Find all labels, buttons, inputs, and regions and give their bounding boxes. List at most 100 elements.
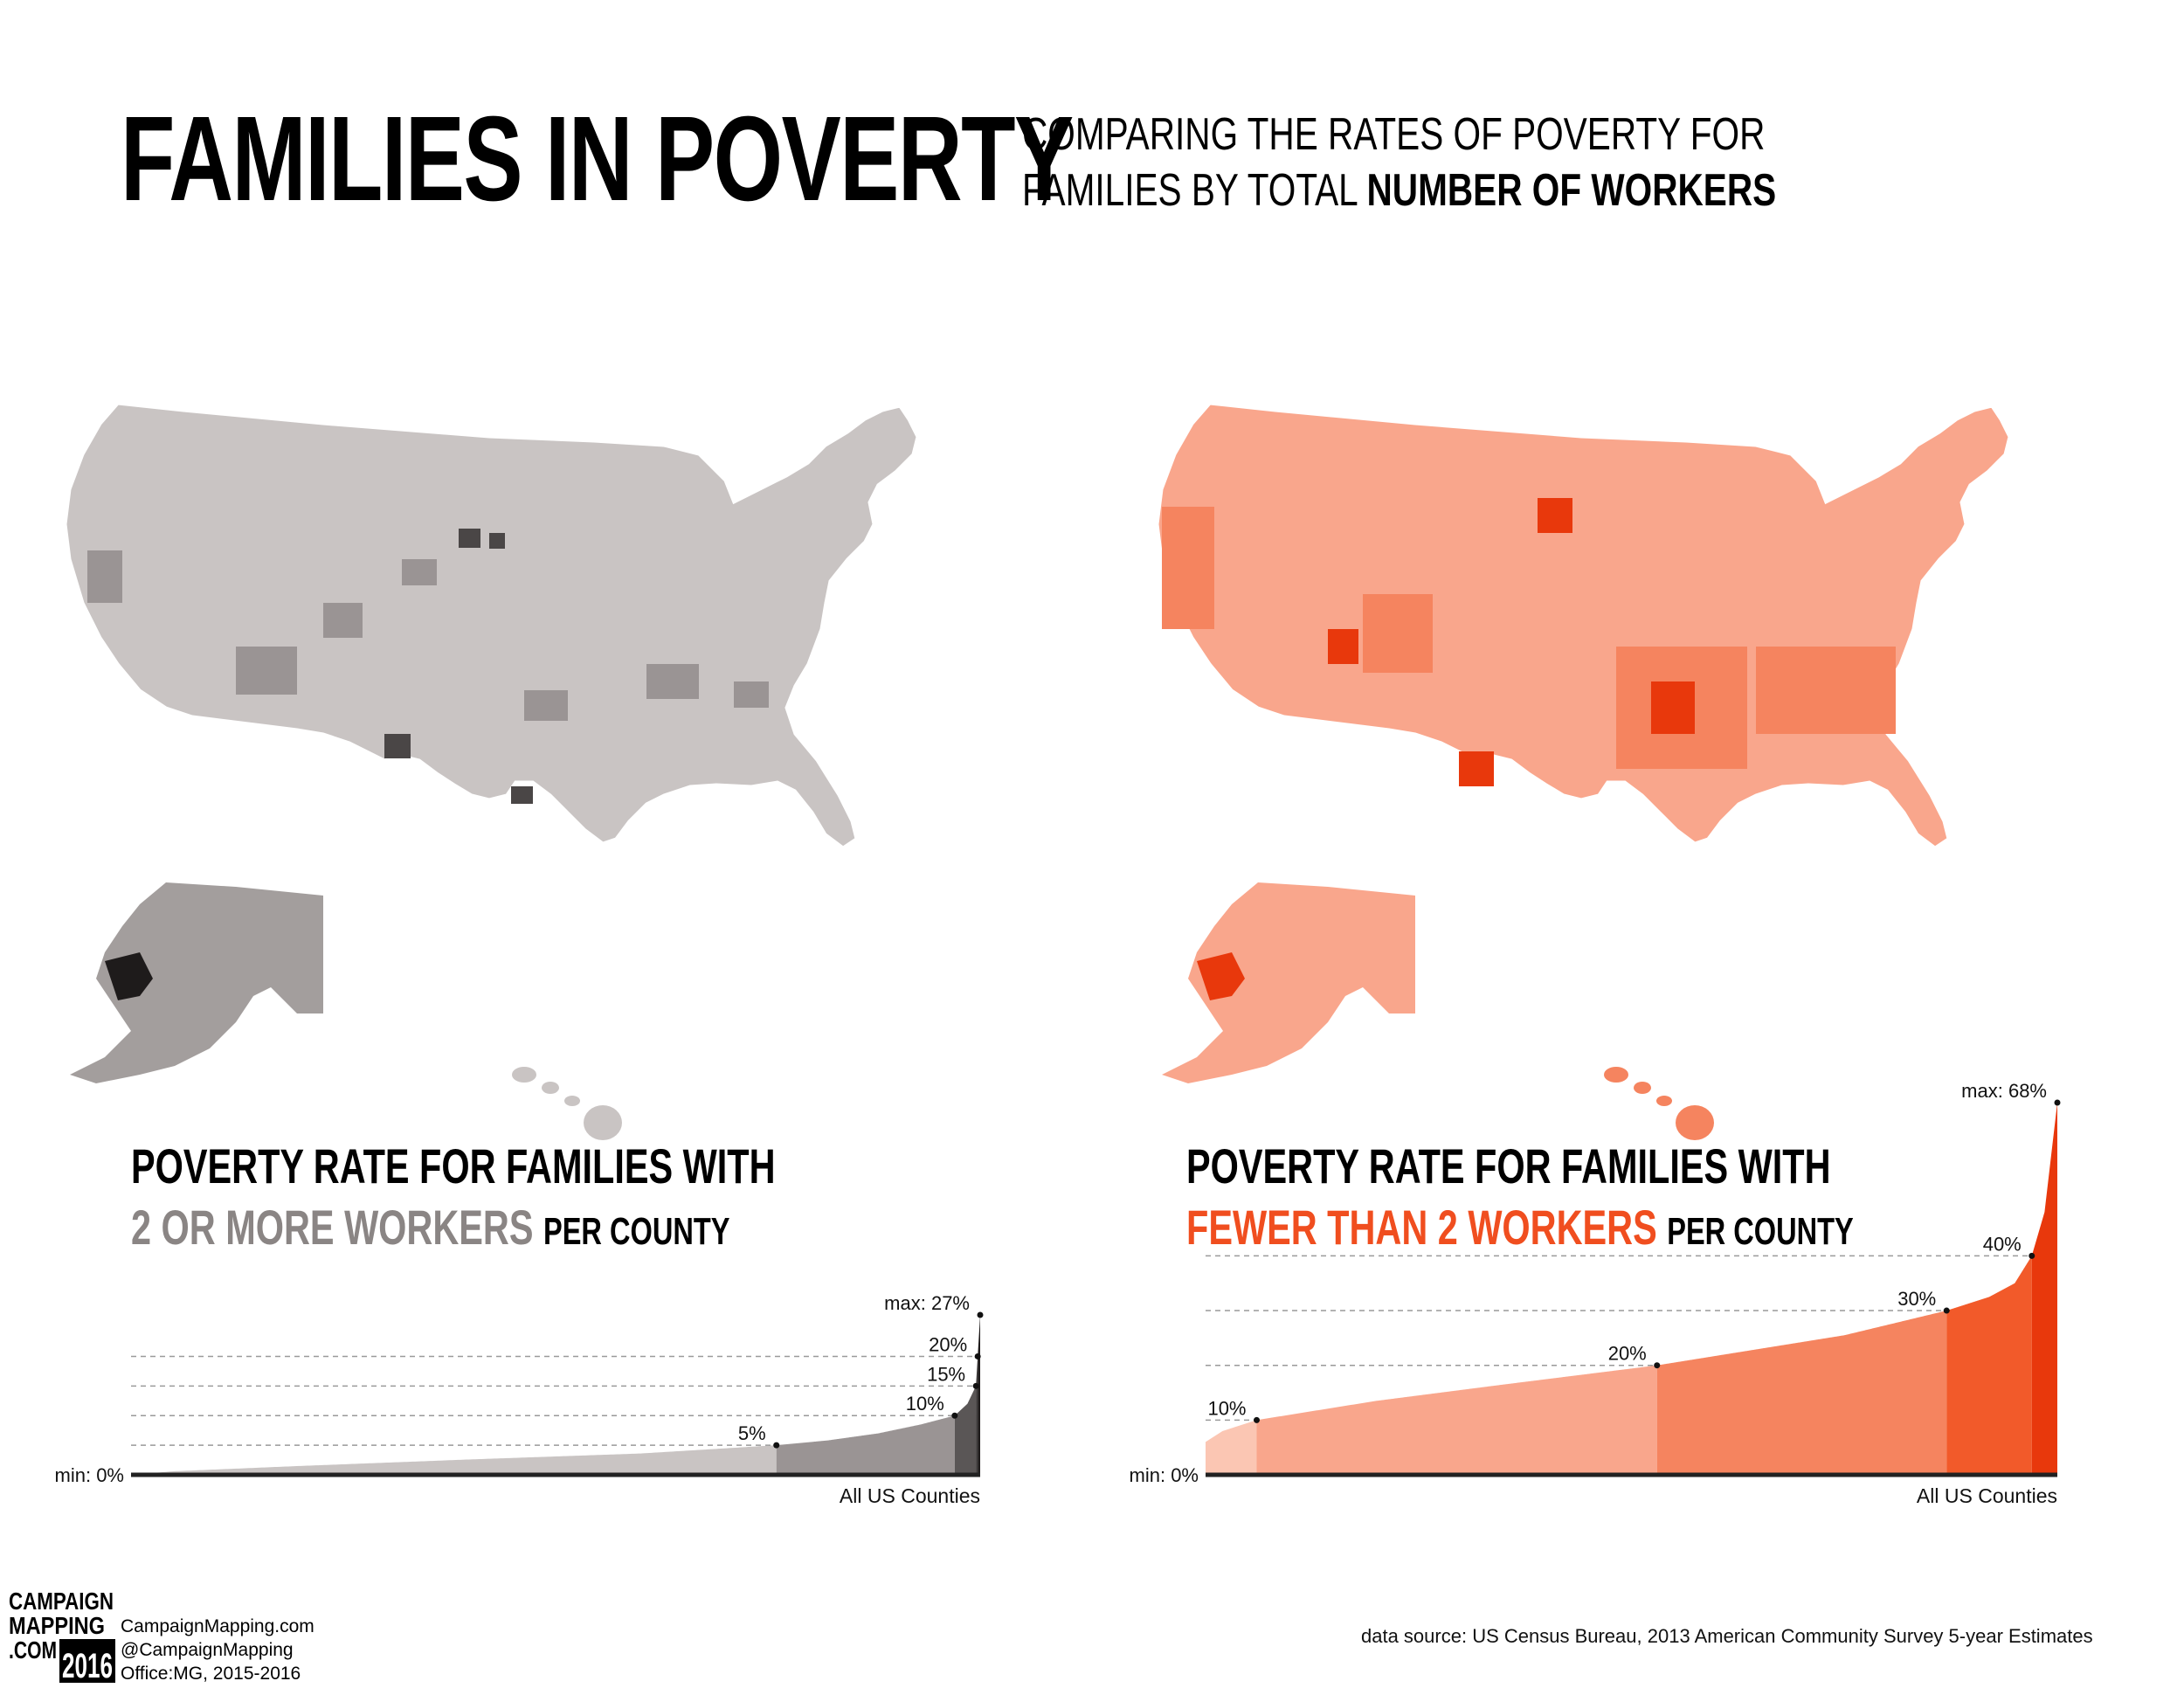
logo-line-2: MAPPING bbox=[9, 1612, 105, 1639]
marker-label: max: 68% bbox=[1961, 1080, 2047, 1102]
curve-band-3 bbox=[954, 1386, 977, 1475]
map-shading-dark-orange bbox=[1328, 498, 1695, 786]
min-label: min: 0% bbox=[1130, 1464, 1199, 1486]
map-shade bbox=[87, 550, 122, 603]
map-shade bbox=[1459, 751, 1494, 786]
map-island bbox=[1656, 1096, 1672, 1106]
logo-line-1: CAMPAIGN bbox=[9, 1588, 114, 1615]
curve-band-4 bbox=[1946, 1256, 2032, 1475]
left-heading-suffix: PER COUNTY bbox=[543, 1210, 730, 1253]
subtitle: COMPARING THE RATES OF POVERTY FOR FAMIL… bbox=[1022, 107, 1776, 218]
distribution-chart-fewer-than-two-workers: min: 0% 10% 20% 30% 40% max: 68% All US Counti… bbox=[1130, 1080, 2061, 1507]
right-panel-heading: POVERTY RATE FOR FAMILIES WITH FEWER THA… bbox=[1186, 1136, 1854, 1263]
map-lower-48 bbox=[64, 402, 919, 849]
left-heading-line-1: POVERTY RATE FOR FAMILIES WITH bbox=[131, 1138, 776, 1193]
campaign-mapping-logo: CAMPAIGN MAPPING .COM 2016 bbox=[9, 1588, 115, 1683]
map-shading-orange bbox=[1162, 507, 1896, 769]
marker-label: 10% bbox=[1207, 1397, 1246, 1419]
x-axis-label: All US Counties bbox=[840, 1484, 980, 1507]
subtitle-plain: FAMILIES BY TOTAL bbox=[1022, 165, 1367, 216]
map-shade bbox=[1538, 498, 1572, 533]
right-heading-line-2: FEWER THAN 2 WORKERS PER COUNTY bbox=[1186, 1197, 1854, 1263]
marker-label: 20% bbox=[929, 1333, 967, 1355]
curve-band-5 bbox=[2031, 1103, 2057, 1475]
marker-dot bbox=[977, 1311, 984, 1318]
map-shade bbox=[489, 533, 505, 549]
marker-dot bbox=[1654, 1362, 1661, 1369]
curve-band-5 bbox=[978, 1315, 980, 1475]
credits: CampaignMapping.com @CampaignMapping Off… bbox=[121, 1615, 314, 1685]
marker-label: 5% bbox=[738, 1422, 766, 1444]
map-alaska bbox=[70, 882, 323, 1083]
map-island bbox=[1604, 1067, 1628, 1083]
map-shade bbox=[646, 664, 699, 699]
map-alaska-dark bbox=[1197, 952, 1245, 1000]
map-island bbox=[542, 1082, 559, 1094]
marker-label: max: 27% bbox=[884, 1292, 970, 1314]
map-shade bbox=[402, 559, 437, 585]
logo-year-box bbox=[59, 1639, 115, 1683]
map-shading-gray bbox=[87, 550, 769, 721]
marker-label: 30% bbox=[1897, 1288, 1936, 1310]
map-shade bbox=[236, 647, 297, 695]
logo-line-3: .COM bbox=[9, 1636, 57, 1664]
curve-band-2 bbox=[1256, 1365, 1657, 1475]
marker-label: 20% bbox=[1608, 1343, 1647, 1365]
map-shade bbox=[1651, 681, 1695, 734]
us-map-fewer-than-two-workers bbox=[1156, 402, 2011, 1140]
curve-band-4 bbox=[976, 1356, 978, 1475]
marker-dot bbox=[974, 1352, 981, 1359]
map-island bbox=[512, 1067, 536, 1083]
marker-dot bbox=[1943, 1307, 1950, 1314]
credit-office: Office:MG, 2015-2016 bbox=[121, 1664, 301, 1684]
map-shade bbox=[1328, 629, 1358, 664]
map-island bbox=[1676, 1105, 1714, 1140]
credit-handle: @CampaignMapping bbox=[121, 1640, 294, 1660]
marker-dot bbox=[951, 1412, 958, 1419]
map-lower-48-shape bbox=[64, 402, 919, 849]
subtitle-bold: NUMBER OF WORKERS bbox=[1366, 165, 1777, 216]
right-heading-accent: FEWER THAN 2 WORKERS bbox=[1186, 1200, 1657, 1255]
min-label: min: 0% bbox=[55, 1464, 124, 1486]
map-shading-dark bbox=[384, 529, 533, 804]
marker-dot bbox=[773, 1442, 780, 1449]
map-alaska bbox=[1162, 882, 1415, 1083]
map-island bbox=[584, 1105, 622, 1140]
marker-label: 15% bbox=[927, 1363, 965, 1385]
left-heading-line-2: 2 OR MORE WORKERS PER COUNTY bbox=[131, 1197, 776, 1263]
right-heading-line-1: POVERTY RATE FOR FAMILIES WITH bbox=[1186, 1138, 1831, 1193]
map-island bbox=[564, 1096, 580, 1106]
map-shade bbox=[323, 603, 363, 638]
marker-label: 10% bbox=[906, 1393, 944, 1415]
curve-band-1 bbox=[1206, 1420, 1257, 1475]
left-heading-accent: 2 OR MORE WORKERS bbox=[131, 1200, 534, 1255]
marker-dot bbox=[2028, 1252, 2035, 1259]
data-source: data source: US Census Bureau, 2013 Amer… bbox=[1361, 1625, 2093, 1647]
curve-band-1 bbox=[131, 1445, 777, 1475]
curve-band-3 bbox=[1656, 1311, 1947, 1475]
subtitle-line-1: COMPARING THE RATES OF POVERTY FOR bbox=[1022, 109, 1766, 160]
us-map-two-or-more-workers bbox=[64, 402, 919, 1140]
map-lower-48 bbox=[1156, 402, 2011, 849]
map-shade bbox=[524, 690, 568, 721]
map-lower-48-shape bbox=[1156, 402, 2011, 849]
map-shade bbox=[734, 681, 769, 708]
left-panel-heading: POVERTY RATE FOR FAMILIES WITH 2 OR MORE… bbox=[131, 1136, 776, 1263]
main-title: FAMILIES IN POVERTY bbox=[121, 92, 1074, 226]
marker-label: 40% bbox=[1983, 1233, 2022, 1255]
curve-band-2 bbox=[776, 1415, 955, 1475]
map-shade bbox=[1363, 594, 1433, 673]
right-heading-suffix: PER COUNTY bbox=[1667, 1210, 1854, 1253]
subtitle-line-2: FAMILIES BY TOTAL NUMBER OF WORKERS bbox=[1022, 163, 1776, 218]
map-shade bbox=[1756, 647, 1896, 734]
map-hawaii bbox=[1604, 1067, 1714, 1140]
distribution-chart-two-or-more-workers: min: 0% 5% 10% 15% 20% max: 27% All US Countie… bbox=[55, 1292, 984, 1507]
x-axis-label: All US Counties bbox=[1917, 1484, 2057, 1507]
map-shade bbox=[511, 786, 533, 804]
map-island bbox=[1634, 1082, 1651, 1094]
marker-dot bbox=[972, 1382, 979, 1389]
map-shade bbox=[459, 529, 480, 548]
credit-website: CampaignMapping.com bbox=[121, 1616, 314, 1636]
map-shade bbox=[1162, 507, 1214, 629]
map-shade bbox=[384, 734, 411, 758]
